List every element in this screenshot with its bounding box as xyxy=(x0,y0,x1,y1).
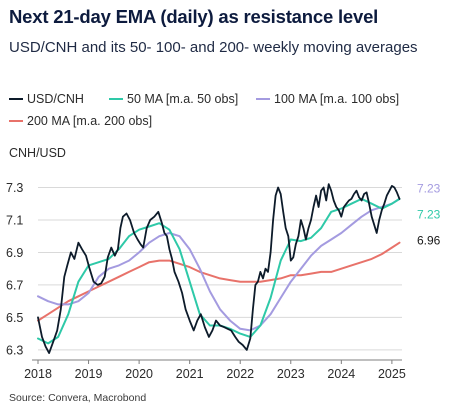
legend-swatch-ma200 xyxy=(9,120,23,122)
end-label-ma50: 7.23 xyxy=(417,208,441,222)
chart-subtitle: USD/CNH and its 50- 100- and 200- weekly… xyxy=(9,39,418,56)
y-tick-label: 6.9 xyxy=(6,246,23,260)
x-tick-label: 2022 xyxy=(226,367,254,381)
x-tick-label: 2025 xyxy=(378,367,406,381)
x-tick-label: 2019 xyxy=(75,367,103,381)
series-line-ma100 xyxy=(37,197,401,332)
chart-title: Next 21-day EMA (daily) as resistance le… xyxy=(9,6,379,27)
end-label-ma100: 7.23 xyxy=(417,182,441,196)
y-tick-label: 7.1 xyxy=(6,213,23,227)
y-tick-label: 6.7 xyxy=(6,278,23,292)
series-line-usdcnh xyxy=(37,183,401,354)
legend-swatch-usdcnh xyxy=(9,98,23,100)
x-tick-label: 2018 xyxy=(24,367,52,381)
legend-swatch-ma100 xyxy=(256,98,270,100)
legend-item-ma100: 100 MA [m.a. 100 obs] xyxy=(256,92,399,106)
end-label-usdcnh: 6.96 xyxy=(417,234,441,248)
x-tick-label: 2024 xyxy=(327,367,355,381)
legend-label-ma100: 100 MA [m.a. 100 obs] xyxy=(274,92,400,106)
x-tick-label: 2023 xyxy=(277,367,305,381)
x-tick-label: 2021 xyxy=(176,367,204,381)
legend-label-ma200: 200 MA [m.a. 200 obs] xyxy=(27,114,153,128)
y-tick-label: 6.5 xyxy=(6,311,23,325)
legend-item-ma50: 50 MA [m.a. 50 obs] xyxy=(109,92,238,106)
legend-swatch-ma50 xyxy=(109,98,123,100)
legend-label-ma50: 50 MA [m.a. 50 obs] xyxy=(127,92,239,106)
series-line-ma50 xyxy=(37,197,401,345)
legend-item-ma200: 200 MA [m.a. 200 obs] xyxy=(9,114,152,128)
legend-label-usdcnh: USD/CNH xyxy=(27,92,84,106)
y-axis-label: CNH/USD xyxy=(9,146,66,160)
series-line-ma200 xyxy=(37,241,401,322)
y-tick-label: 7.3 xyxy=(6,181,23,195)
x-tick-label: 2020 xyxy=(125,367,153,381)
y-tick-label: 6.3 xyxy=(6,343,23,357)
source-note: Source: Convera, Macrobond xyxy=(9,392,147,404)
legend-item-usdcnh: USD/CNH xyxy=(9,92,84,106)
